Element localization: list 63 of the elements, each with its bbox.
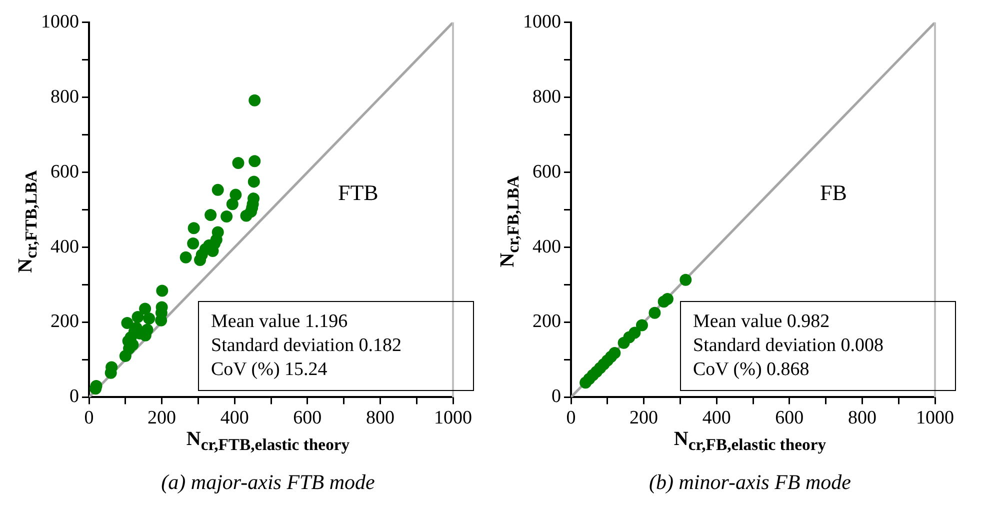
point <box>220 210 233 223</box>
x-tick-label: 800 <box>848 408 876 429</box>
annotation: CoV (%) 15.24 <box>211 358 328 382</box>
point <box>248 94 261 106</box>
point <box>139 302 152 315</box>
point <box>180 251 192 264</box>
text: (b) minor-axis FB mode <box>648 470 852 495</box>
point <box>156 284 168 297</box>
x-tick-label: 200 <box>630 408 658 429</box>
x-tick-label: 1000 <box>434 408 472 429</box>
x-tick-label: 400 <box>220 408 249 429</box>
x-tick-label: 1000 <box>916 408 954 429</box>
point <box>636 319 648 332</box>
point <box>141 324 154 336</box>
x-tick-label: 0 <box>84 408 94 429</box>
stats-box: Mean value 0.982 Standard deviation 0.008 CoV (%) 0.868 <box>680 301 956 391</box>
point <box>680 274 692 286</box>
point <box>121 316 134 329</box>
y-tick-label: 400 <box>50 236 79 258</box>
y-tick-label: 800 <box>532 86 561 108</box>
point <box>204 209 217 222</box>
y-tick-label: 800 <box>50 86 79 108</box>
x-tick-label: 400 <box>702 408 731 429</box>
point <box>188 222 200 234</box>
x-tick-label: 200 <box>148 408 176 429</box>
point <box>212 184 224 196</box>
y-tick-label: 200 <box>532 311 561 332</box>
point <box>143 312 156 324</box>
point <box>212 226 224 238</box>
y-tick-label: 600 <box>532 161 561 182</box>
y-tick-label: 400 <box>532 236 561 258</box>
annotation: FTB <box>338 180 378 206</box>
point <box>226 198 238 210</box>
annotation: CoV (%) 0.868 <box>693 358 810 382</box>
y-tick-label: 1000 <box>523 11 561 32</box>
point <box>608 346 621 359</box>
x-tick-label: 800 <box>366 408 394 429</box>
annotation: Standard deviation 0.008 <box>693 334 884 358</box>
x-tick-label: 0 <box>566 408 576 429</box>
point <box>648 306 661 319</box>
annotation: Mean value 0.982 <box>693 310 831 334</box>
x-axis-title: N$_{cr,FB,elastic theory}$ <box>672 428 828 455</box>
y-tick-label: 0 <box>552 386 561 408</box>
annotation: Standard deviation 0.182 <box>211 334 402 358</box>
x-tick-label: 600 <box>775 408 804 429</box>
point <box>661 293 674 306</box>
text: (a) major-axis FTB mode <box>160 470 376 495</box>
stats-box: Mean value 1.196 Standard deviation 0.182 CoV (%) 15.24 <box>198 301 474 391</box>
x-axis-title: N$_{cr,FTB,elastic theory}$ <box>185 428 351 455</box>
point <box>628 326 641 339</box>
annotation: Mean value 1.196 <box>211 310 349 334</box>
y-tick-label: 1000 <box>41 11 79 32</box>
y-tick-label: 600 <box>50 161 79 182</box>
point <box>187 238 200 250</box>
point <box>248 155 261 168</box>
point <box>232 156 244 169</box>
point <box>132 310 144 323</box>
x-tick-label: 600 <box>293 408 322 429</box>
y-tick-label: 0 <box>70 386 79 408</box>
point <box>248 176 260 188</box>
annotation: FB <box>820 180 847 206</box>
y-tick-label: 200 <box>50 311 79 332</box>
point <box>230 188 242 201</box>
